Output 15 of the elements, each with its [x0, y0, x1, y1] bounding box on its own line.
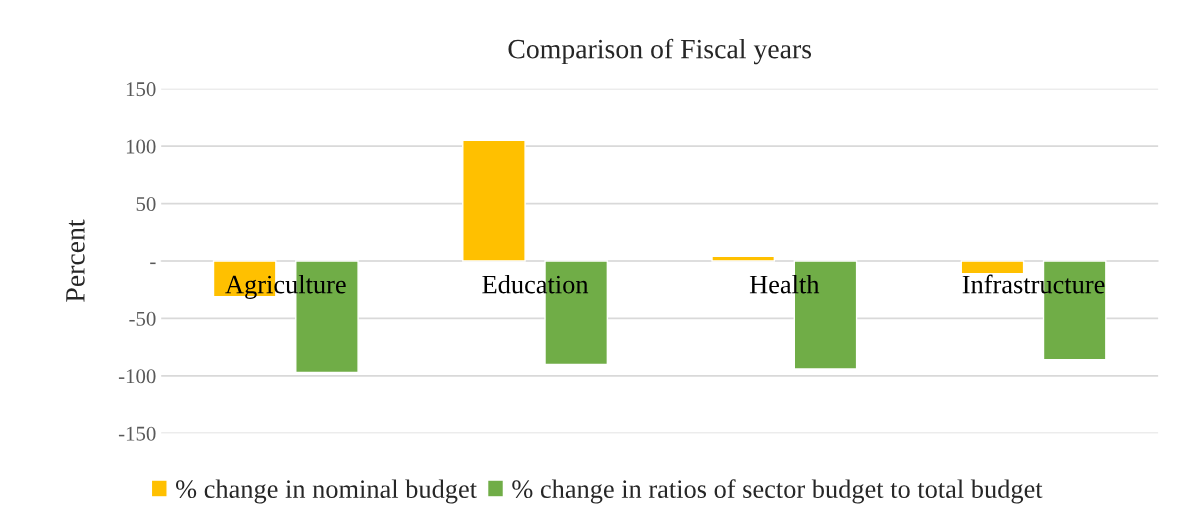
chart-title: Comparison of Fiscal years — [508, 38, 812, 65]
y-tick-label: -50 — [129, 311, 156, 326]
legend-label: % change in ratios of sector budget to total budget — [512, 479, 1043, 504]
legend-label: % change in nominal budget — [176, 479, 477, 504]
bar — [960, 260, 1025, 275]
y-tick-label: 100 — [126, 139, 156, 154]
y-tick-label: -100 — [118, 369, 156, 384]
bar — [462, 139, 526, 262]
y-tick-label: - — [150, 262, 156, 265]
y-tick-label: -150 — [118, 426, 156, 441]
bar — [711, 255, 776, 262]
y-tick-label: 50 — [136, 196, 156, 212]
x-tick-label: Agriculture — [225, 274, 346, 299]
y-tick-label: 150 — [126, 82, 156, 97]
y-axis-title: Percent — [66, 219, 85, 302]
